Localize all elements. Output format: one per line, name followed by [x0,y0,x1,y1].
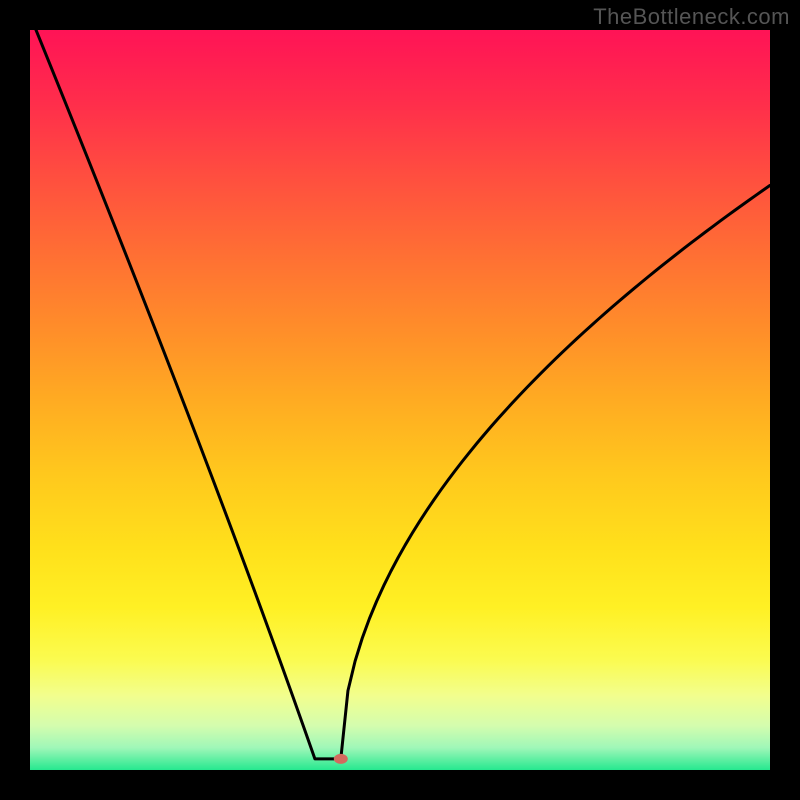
plot-background [30,30,770,770]
bottleneck-chart [0,0,800,800]
chart-container: TheBottleneck.com [0,0,800,800]
watermark-text: TheBottleneck.com [593,4,790,30]
optimum-marker [334,754,348,764]
